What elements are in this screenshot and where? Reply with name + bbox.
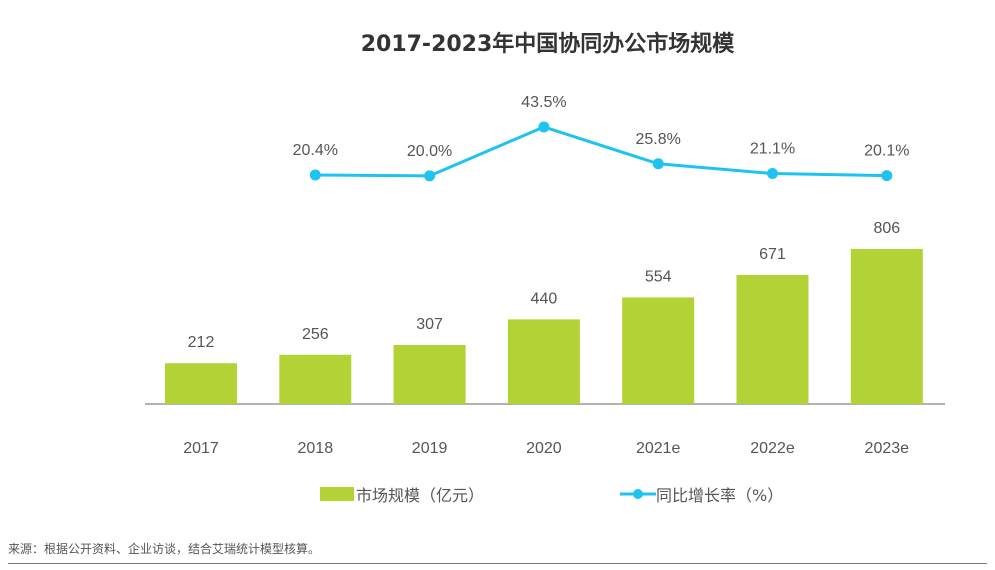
legend-label-bar: 市场规模（亿元） bbox=[356, 486, 485, 505]
legend-label-line: 同比增长率（%） bbox=[656, 486, 784, 505]
x-tick-label: 2023e bbox=[865, 440, 910, 457]
bar bbox=[507, 319, 580, 404]
bar-data-label: 212 bbox=[188, 334, 215, 351]
bottom-divider bbox=[8, 563, 987, 564]
bar bbox=[279, 354, 352, 404]
legend-swatch-line bbox=[620, 489, 656, 499]
x-tick-label: 2017 bbox=[183, 440, 219, 457]
growth-point bbox=[767, 168, 778, 180]
x-tick-label: 2019 bbox=[412, 440, 448, 457]
legend-item-bar: 市场规模（亿元） bbox=[320, 482, 484, 506]
legend-item-line: 同比增长率（%） bbox=[620, 482, 783, 506]
growth-point bbox=[424, 170, 436, 182]
x-tick-label: 2021e bbox=[636, 440, 681, 457]
bar-data-label: 806 bbox=[873, 220, 900, 237]
bar-data-label: 440 bbox=[531, 290, 558, 307]
bar-data-label: 671 bbox=[759, 246, 786, 263]
bar bbox=[850, 249, 923, 404]
bar bbox=[393, 344, 466, 404]
legend-swatch-bar bbox=[320, 487, 354, 501]
bar-data-label: 256 bbox=[302, 326, 329, 343]
growth-point bbox=[309, 169, 321, 181]
growth-point bbox=[881, 170, 893, 182]
bar-data-label: 554 bbox=[645, 268, 672, 285]
growth-data-label: 20.0% bbox=[407, 143, 452, 160]
growth-data-label: 43.5% bbox=[521, 94, 566, 111]
growth-data-label: 20.4% bbox=[293, 142, 338, 159]
growth-data-label: 25.8% bbox=[636, 131, 681, 148]
bar bbox=[736, 274, 809, 404]
growth-data-label: 21.1% bbox=[750, 141, 795, 158]
source-note: 来源：根据公开资料、企业访谈，结合艾瑞统计模型核算。 bbox=[8, 542, 321, 556]
bar bbox=[165, 363, 237, 404]
growth-data-label: 20.1% bbox=[864, 143, 909, 160]
bar-data-label: 307 bbox=[416, 316, 443, 333]
x-tick-label: 2020 bbox=[526, 440, 562, 457]
x-tick-label: 2022e bbox=[750, 440, 795, 457]
growth-point bbox=[538, 121, 550, 133]
bar bbox=[622, 297, 695, 404]
chart-title: 2017-2023年中国协同办公市场规模 bbox=[360, 32, 735, 57]
x-tick-label: 2018 bbox=[298, 440, 334, 457]
growth-point bbox=[652, 158, 664, 170]
growth-line bbox=[315, 125, 887, 178]
